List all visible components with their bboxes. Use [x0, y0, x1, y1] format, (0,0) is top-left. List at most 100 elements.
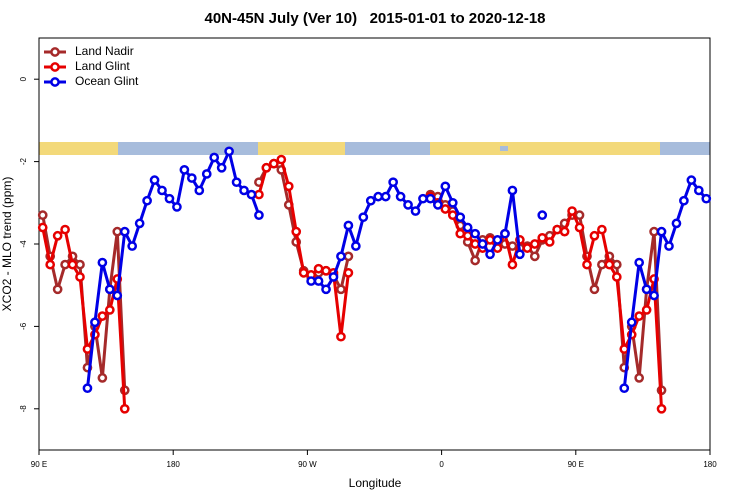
legend-marker: [50, 47, 60, 57]
legend-label: Ocean Glint: [75, 74, 139, 88]
data-point: [440, 204, 451, 214]
data-point: [619, 344, 630, 354]
data-point: [529, 251, 540, 262]
data-point: [75, 272, 85, 282]
data-point: [112, 226, 123, 237]
data-point: [179, 164, 190, 175]
series-line: [41, 227, 127, 409]
data-point: [298, 267, 309, 278]
data-point: [582, 259, 592, 270]
data-point: [269, 158, 279, 169]
data-point: [254, 210, 264, 221]
data-point: [693, 185, 704, 196]
data-point: [254, 189, 264, 200]
data-point: [611, 272, 622, 282]
data-point: [440, 181, 451, 192]
legend-marker: [50, 77, 60, 87]
data-point: [522, 243, 533, 253]
x-tick-label: 90 E: [568, 460, 584, 469]
data-point: [455, 228, 466, 239]
data-point: [686, 175, 697, 185]
data-point: [82, 383, 93, 394]
chart-title: 40N-45N July (Ver 10) 2015-01-01 to 2020…: [204, 10, 545, 27]
data-point: [649, 226, 659, 237]
data-point: [574, 222, 585, 233]
data-point: [597, 259, 607, 270]
data-point: [589, 284, 600, 295]
data-point: [597, 224, 607, 235]
data-point: [336, 284, 346, 295]
data-point: [75, 259, 85, 270]
legend-label: Land Nadir: [75, 44, 134, 58]
data-point: [418, 193, 428, 204]
data-point: [574, 210, 585, 221]
data-point: [157, 185, 167, 196]
data-point: [119, 226, 130, 237]
data-point: [507, 185, 518, 196]
data-point: [537, 210, 548, 221]
data-point: [142, 195, 152, 206]
x-axis-label: Longitude: [349, 476, 402, 490]
data-point: [149, 175, 160, 185]
data-point: [470, 239, 480, 249]
data-point: [336, 331, 346, 342]
data-point: [343, 267, 354, 278]
legend-marker: [50, 62, 60, 72]
data-point: [216, 162, 227, 173]
data-point: [194, 185, 205, 196]
data-point: [664, 241, 674, 251]
data-point: [447, 210, 458, 221]
data-point: [67, 259, 78, 270]
data-point: [470, 255, 480, 266]
data-point: [52, 230, 63, 241]
data-point: [313, 276, 324, 286]
data-point: [37, 210, 48, 221]
data-point: [462, 230, 473, 241]
data-point: [276, 154, 287, 165]
data-point: [119, 403, 130, 414]
data-point: [559, 226, 570, 237]
data-point: [626, 317, 637, 328]
data-point: [701, 193, 712, 204]
data-point: [552, 224, 563, 235]
data-point: [380, 191, 391, 202]
x-tick-label: 180: [167, 460, 181, 469]
data-point: [567, 206, 577, 216]
data-point: [336, 251, 346, 262]
data-point: [328, 272, 339, 282]
data-point: [97, 311, 108, 321]
data-point: [544, 237, 555, 247]
data-point: [649, 290, 659, 301]
data-point: [104, 305, 115, 315]
data-point: [351, 241, 361, 251]
data-point: [343, 220, 354, 231]
y-tick-label: -2: [19, 157, 28, 165]
data-point: [104, 284, 115, 295]
data-point: [507, 259, 518, 270]
x-tick-label: 90 W: [298, 460, 317, 469]
data-point: [641, 284, 652, 295]
data-point: [619, 383, 630, 394]
data-point: [239, 185, 249, 196]
data-point: [186, 173, 197, 183]
data-point: [97, 257, 108, 268]
data-point: [395, 191, 406, 202]
data-point: [373, 191, 384, 202]
data-point: [321, 284, 331, 295]
data-point: [671, 218, 682, 229]
data-point: [261, 162, 272, 173]
data-point: [283, 181, 294, 192]
data-point: [403, 200, 413, 210]
x-tick-label: 180: [703, 460, 717, 469]
data-point: [611, 259, 622, 270]
data-point: [60, 224, 70, 235]
y-tick-label: 0: [19, 76, 28, 81]
data-point: [209, 152, 220, 163]
y-tick-label: -8: [19, 405, 28, 413]
data-point: [410, 206, 421, 216]
data-point: [358, 212, 369, 223]
x-tick-label: 90 E: [31, 460, 47, 469]
